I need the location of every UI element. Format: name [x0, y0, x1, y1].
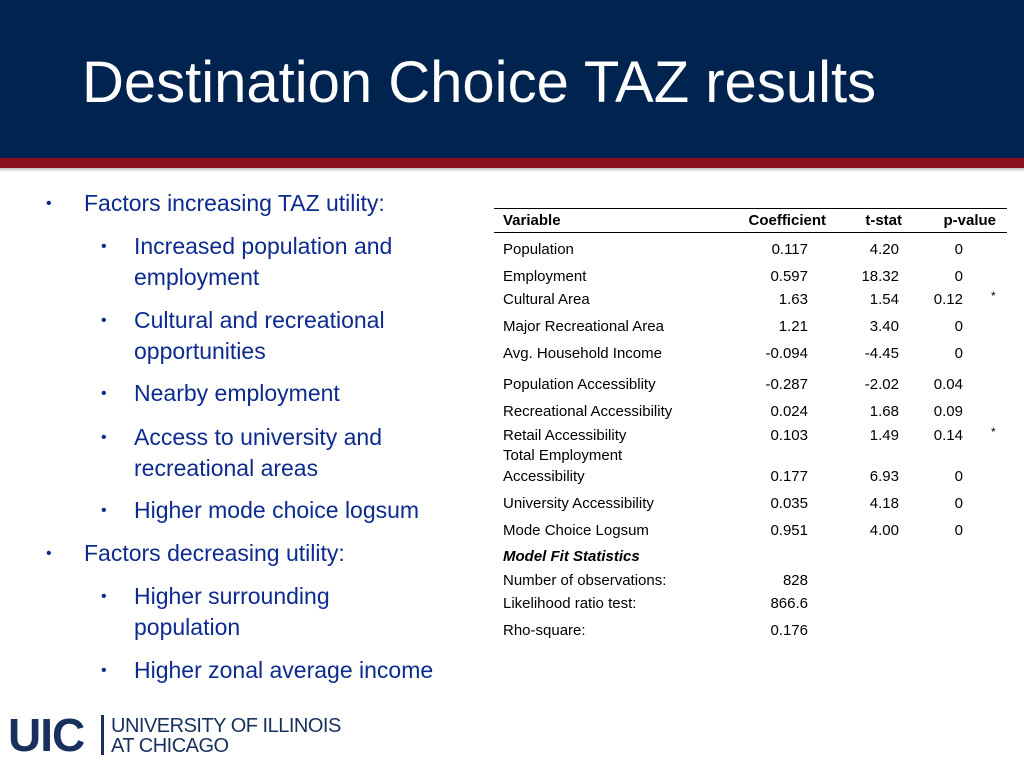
- table-row-tstat: -2.02: [864, 376, 899, 393]
- table-row-tstat: 4.18: [869, 495, 899, 512]
- bullet-dot: •: [101, 312, 107, 329]
- bullet-dot: •: [101, 502, 107, 519]
- logo-mark: UIC: [8, 709, 85, 761]
- fit-stat-label: Rho-square:: [503, 622, 586, 639]
- table-row-coefficient: 0.597: [770, 268, 808, 285]
- logo-text-line2: AT CHICAGO: [111, 735, 229, 757]
- bullet-dot: •: [46, 195, 52, 212]
- table-row-variable: Population: [503, 241, 574, 258]
- significance-note: *: [991, 425, 996, 439]
- bullet-dot: •: [101, 238, 107, 255]
- slide-title: Destination Choice TAZ results: [82, 50, 877, 115]
- table-row-variable: Total Employment: [503, 447, 623, 464]
- bullet-item-continued: employment: [134, 264, 260, 290]
- column-header-coefficient: Coefficient: [748, 212, 826, 229]
- table-row-variable: Avg. Household Income: [503, 345, 662, 362]
- table-row-pvalue: 0: [954, 495, 963, 512]
- table-row-variable: Major Recreational Area: [503, 318, 664, 335]
- table-row-tstat: 1.68: [869, 403, 899, 420]
- table-header-rule: [494, 232, 1007, 233]
- column-header-variable: Variable: [503, 212, 561, 229]
- bullet-item-continued: population: [134, 614, 241, 640]
- table-row-coefficient: 1.63: [778, 291, 808, 308]
- logo-divider: [101, 715, 104, 755]
- table-row-variable: Mode Choice Logsum: [503, 522, 649, 539]
- table-row-variable: Employment: [503, 268, 587, 285]
- title-banner: Destination Choice TAZ results: [0, 0, 1024, 158]
- bullet-item-continued: opportunities: [134, 338, 266, 364]
- significance-note: *: [991, 289, 996, 303]
- accent-shadow: [0, 168, 1024, 172]
- table-row-variable-continued: Accessibility: [503, 468, 585, 485]
- table-top-rule: [494, 208, 1007, 209]
- bullet-item-continued: recreational areas: [134, 455, 319, 481]
- table-row-pvalue: 0: [954, 268, 963, 285]
- accent-bar: [0, 158, 1024, 168]
- table-row-variable: Population Accessiblity: [503, 376, 656, 393]
- uic-logo: UIC UNIVERSITY OF ILLINOIS AT CHICAGO: [8, 709, 341, 761]
- table-row-variable: Cultural Area: [503, 291, 590, 308]
- bullet-item: Access to university and: [134, 424, 383, 450]
- bullet-dot: •: [101, 588, 107, 605]
- table-row-pvalue: 0: [954, 241, 963, 258]
- column-header-tstat: t-stat: [865, 212, 902, 229]
- table-row-pvalue: 0.12: [933, 291, 963, 308]
- fit-stat-value: 828: [782, 572, 808, 589]
- bullet-item: Higher mode choice logsum: [134, 497, 420, 523]
- bullet-item: Higher surrounding: [134, 583, 330, 609]
- table-row-coefficient: -0.287: [765, 376, 808, 393]
- bullet-list: • Factors increasing TAZ utility: • Incr…: [0, 0, 480, 768]
- table-row-coefficient: 0.103: [770, 427, 808, 444]
- table-row-pvalue: 0.14: [933, 427, 963, 444]
- table-row-tstat: 3.40: [869, 318, 899, 335]
- bullet-item: Factors increasing TAZ utility:: [84, 190, 385, 216]
- bullet-item: Increased population and: [134, 233, 393, 259]
- bullet-dot: •: [101, 385, 107, 402]
- table-row-tstat: 4.00: [869, 522, 899, 539]
- bullet-item: Factors decreasing utility:: [84, 540, 345, 566]
- model-fit-heading: Model Fit Statistics: [503, 548, 640, 565]
- table-row-coefficient: -0.094: [765, 345, 808, 362]
- table-row-variable: Retail Accessibility: [503, 427, 627, 444]
- table-row-tstat: 1.49: [869, 427, 899, 444]
- table-row-pvalue: 0.04: [933, 376, 963, 393]
- bullet-item: Higher zonal average income: [134, 657, 434, 683]
- fit-stat-label: Likelihood ratio test:: [503, 595, 637, 612]
- fit-stat-value: 866.6: [770, 595, 808, 612]
- table-row-tstat: 4.20: [869, 241, 899, 258]
- bullet-dot: •: [101, 662, 107, 679]
- table-row-variable: University Accessibility: [503, 495, 654, 512]
- table-row-coefficient: 0.951: [770, 522, 808, 539]
- table-row-pvalue: 0.09: [933, 403, 963, 420]
- bullet-item: Cultural and recreational: [134, 307, 385, 333]
- table-row-coefficient: 1.21: [778, 318, 808, 335]
- table-row-pvalue: 0: [954, 318, 963, 335]
- table-row-coefficient: 0.117: [771, 241, 808, 258]
- table-row-tstat: 1.54: [869, 291, 899, 308]
- fit-stat-label: Number of observations:: [503, 572, 667, 589]
- table-row-tstat: -4.45: [864, 345, 899, 362]
- table-row-coefficient: 0.177: [770, 468, 808, 485]
- fit-stat-value: 0.176: [770, 622, 808, 639]
- bullet-dot: •: [101, 429, 107, 446]
- table-row-tstat: 6.93: [869, 468, 899, 485]
- table-row-pvalue: 0: [954, 522, 963, 539]
- table-row-coefficient: 0.024: [770, 403, 808, 420]
- column-header-pvalue: p-value: [943, 212, 996, 229]
- table-row-coefficient: 0.035: [770, 495, 808, 512]
- table-row-pvalue: 0: [954, 345, 963, 362]
- table-row-tstat: 18.32: [861, 268, 899, 285]
- table-row-pvalue: 0: [954, 468, 963, 485]
- bullet-dot: •: [46, 545, 52, 562]
- bullet-item: Nearby employment: [134, 380, 340, 406]
- logo-text-line1: UNIVERSITY OF ILLINOIS: [111, 715, 341, 737]
- table-row-variable: Recreational Accessibility: [503, 403, 673, 420]
